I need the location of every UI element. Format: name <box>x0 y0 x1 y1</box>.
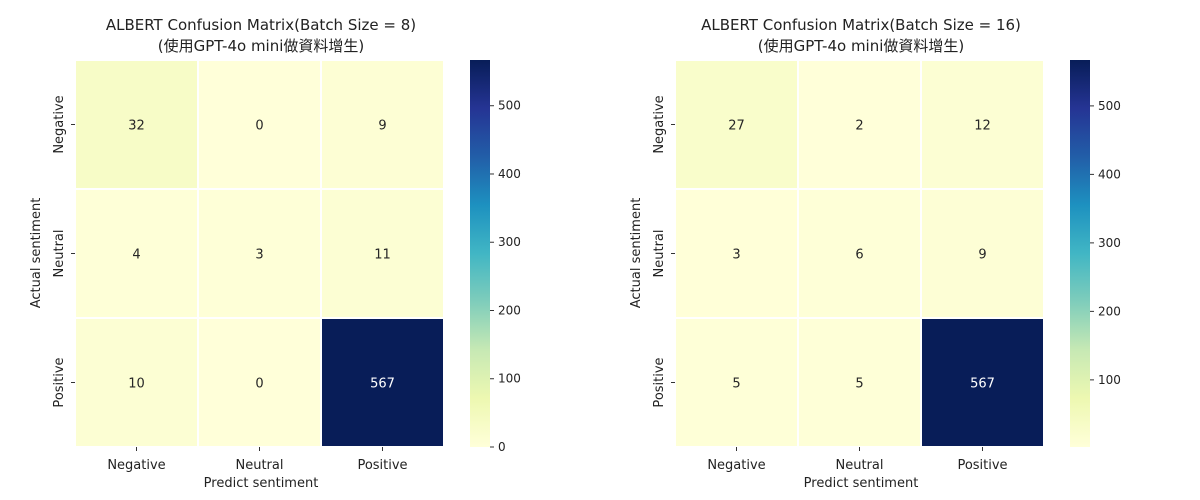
x-tick-label: Positive <box>957 458 1007 473</box>
heatmap-cells: 32 0 9 4 3 11 10 0 567 <box>74 59 445 448</box>
chart-subtitle: (使用GPT-4o mini做資料增生) <box>758 37 965 55</box>
axis-ticks: Negative Neutral Positive Negative Neutral Po… <box>652 95 1008 473</box>
y-axis-label: Actual sentiment <box>29 198 44 309</box>
x-tick-label: Positive <box>357 458 407 473</box>
cell-value-label: 2 <box>855 119 863 134</box>
y-tick-label: Positive <box>652 357 667 407</box>
cell-value-label: 32 <box>128 119 145 134</box>
cell-value-label: 0 <box>255 377 263 392</box>
cell-value-label: 11 <box>374 248 391 263</box>
colorbar-tick-label: 200 <box>498 303 521 317</box>
heatmap-cell <box>920 317 1045 448</box>
colorbar-tick-label: 400 <box>1098 167 1121 181</box>
heatmap-cell <box>920 188 1045 319</box>
heatmap-cell <box>920 59 1045 190</box>
y-tick-label: Negative <box>652 95 667 153</box>
cell-value-label: 9 <box>978 248 986 263</box>
x-tick-label: Neutral <box>836 458 884 473</box>
heatmap-cell <box>797 188 922 319</box>
heatmap-cell <box>197 317 322 448</box>
heatmap-cell <box>797 59 922 190</box>
colorbar-gradient <box>1070 60 1090 447</box>
cell-value-label: 567 <box>970 377 995 392</box>
cell-value-label: 27 <box>728 119 745 134</box>
x-tick-label: Negative <box>707 458 765 473</box>
cell-value-label: 4 <box>132 248 140 263</box>
x-tick-label: Negative <box>107 458 165 473</box>
heatmap-cell <box>74 188 199 319</box>
colorbar: 0 100 200 300 400 500 <box>470 60 521 454</box>
heatmap-cell <box>674 188 799 319</box>
y-axis-label: Actual sentiment <box>629 198 644 309</box>
colorbar-tick-label: 100 <box>498 372 521 386</box>
cell-value-label: 0 <box>255 119 263 134</box>
colorbar-tick-label: 500 <box>498 99 521 113</box>
colorbar-tick-label: 100 <box>1098 373 1121 387</box>
y-tick-label: Negative <box>52 95 67 153</box>
chart-title: ALBERT Confusion Matrix(Batch Size = 8) <box>106 16 416 34</box>
cell-value-label: 12 <box>974 119 991 134</box>
cell-value-label: 6 <box>855 248 863 263</box>
cell-value-label: 10 <box>128 377 145 392</box>
cell-value-label: 9 <box>378 119 386 134</box>
heatmap-cell <box>320 59 445 190</box>
chart-title: ALBERT Confusion Matrix(Batch Size = 16) <box>701 16 1021 34</box>
cell-value-label: 3 <box>732 248 740 263</box>
heatmap-cell <box>74 59 199 190</box>
heatmap-cell <box>674 317 799 448</box>
x-axis-label: Predict sentiment <box>204 476 319 491</box>
cell-value-label: 5 <box>732 377 740 392</box>
colorbar-tick-label: 400 <box>498 167 521 181</box>
heatmap-panel-batch-16: ALBERT Confusion Matrix(Batch Size = 16)… <box>629 16 1121 491</box>
x-tick-label: Neutral <box>236 458 284 473</box>
cell-value-label: 567 <box>370 377 395 392</box>
colorbar-tick-label: 0 <box>498 440 506 454</box>
heatmap-cell <box>320 188 445 319</box>
y-tick-label: Positive <box>52 357 67 407</box>
chart-subtitle: (使用GPT-4o mini做資料增生) <box>158 37 365 55</box>
cell-value-label: 5 <box>855 377 863 392</box>
colorbar-tick-label: 200 <box>1098 304 1121 318</box>
cell-value-label: 3 <box>255 248 263 263</box>
colorbar-tick-label: 300 <box>1098 236 1121 250</box>
heatmap-panel-batch-8: ALBERT Confusion Matrix(Batch Size = 8) … <box>29 16 521 491</box>
x-axis-label: Predict sentiment <box>804 476 919 491</box>
heatmap-cells: 27 2 12 3 6 9 5 5 567 <box>674 59 1045 448</box>
colorbar-gradient <box>470 60 490 447</box>
colorbar-tick-label: 500 <box>1098 99 1121 113</box>
heatmap-cell <box>197 59 322 190</box>
y-tick-label: Neutral <box>652 230 667 278</box>
colorbar-tick-label: 300 <box>498 235 521 249</box>
y-tick-label: Neutral <box>52 230 67 278</box>
colorbar: 100 200 300 400 500 <box>1070 60 1121 447</box>
axis-ticks: Negative Neutral Positive Negative Neutral Po… <box>52 95 408 473</box>
